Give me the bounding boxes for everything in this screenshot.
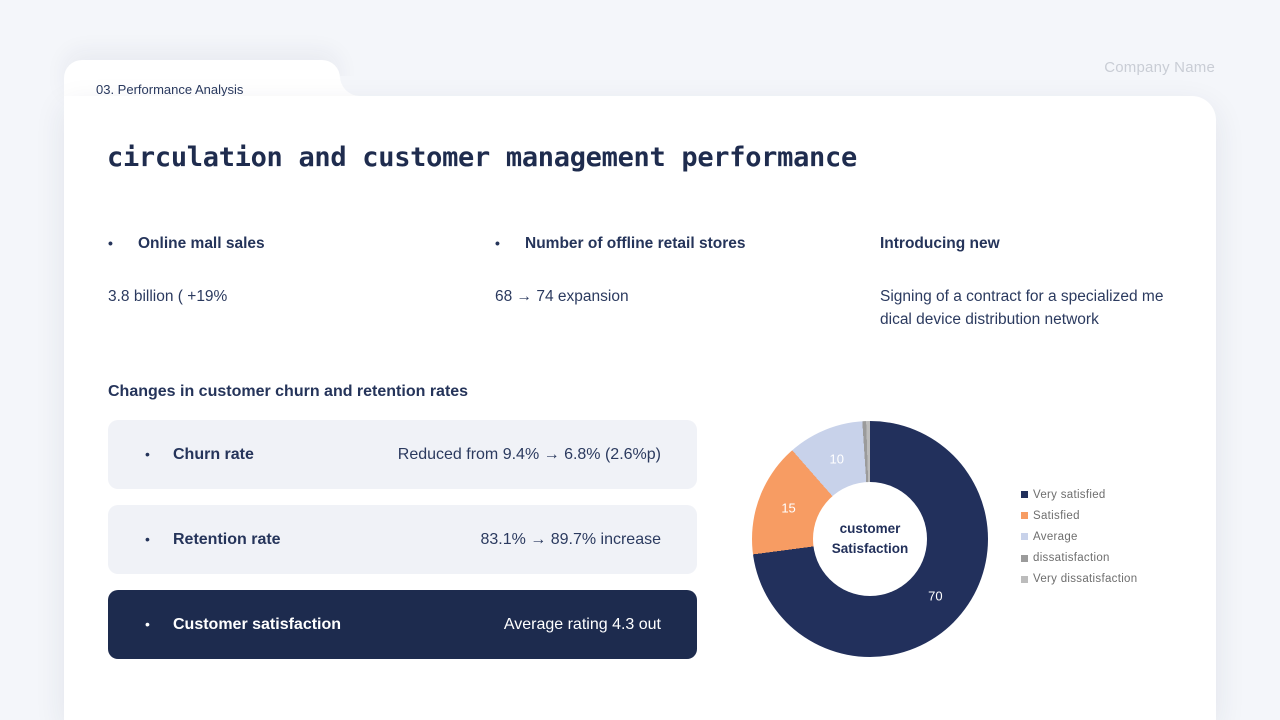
churn-section-heading: Changes in customer churn and retention … [108, 383, 469, 400]
legend-label: Very satisfied [1033, 488, 1106, 501]
stat-value: 68 → 74 expansion [495, 288, 629, 305]
stat-offline-retail-stores: Number of offline retail stores 68 → 74 … [495, 234, 880, 331]
legend-label: Very dissatisfaction [1033, 573, 1138, 586]
legend-marker [1021, 533, 1028, 541]
tab-fillet-curve [340, 76, 360, 96]
row-label: Customer satisfaction [145, 616, 341, 634]
company-name: Company Name [1104, 59, 1215, 76]
content-card: circulation and customer management perf… [64, 96, 1216, 720]
row-label: Retention rate [145, 531, 281, 549]
legend-item: Satisfied [1021, 505, 1137, 526]
donut-center-label-line1: customer [839, 521, 901, 536]
donut-data-label: 10 [829, 451, 844, 467]
row-churn-rate: Churn rate Reduced from 9.4% → 6.8% (2.6… [108, 420, 697, 489]
stat-label: Introducing new [880, 235, 1000, 252]
satisfaction-donut-chart: customer Satisfaction 70 15 10 [752, 421, 988, 657]
page-title: circulation and customer management perf… [107, 142, 857, 173]
donut-data-label: 70 [928, 588, 943, 604]
row-customer-satisfaction: Customer satisfaction Average rating 4.3… [108, 590, 697, 659]
stats-row: Online mall sales 3.8 billion ( +19% Num… [108, 234, 1180, 331]
tab-fillet [340, 76, 360, 96]
churn-rows: Churn rate Reduced from 9.4% → 6.8% (2.6… [108, 420, 697, 675]
donut-center-label-line2: Satisfaction [831, 541, 909, 556]
row-label: Churn rate [145, 446, 254, 464]
legend-item: Average [1021, 526, 1137, 547]
legend-marker [1021, 554, 1028, 562]
chart-legend: Very satisfied Satisfied Average dissatisfa… [1021, 484, 1137, 590]
stat-label: Online mall sales [108, 234, 495, 253]
legend-label: Satisfied [1033, 509, 1080, 522]
row-retention-rate: Retention rate 83.1% → 89.7% increase [108, 505, 697, 574]
legend-item: Very dissatisfaction [1021, 569, 1137, 590]
legend-label: dissatisfaction [1033, 552, 1110, 565]
legend-marker [1021, 575, 1028, 583]
stat-value: Signing of a contract for a specialized … [880, 288, 1164, 328]
donut-data-label: 15 [781, 500, 796, 516]
legend-item: Very satisfied [1021, 484, 1137, 505]
row-value: Reduced from 9.4% → 6.8% (2.6%p) [397, 445, 661, 463]
stat-value: 3.8 billion ( +19% [108, 288, 228, 305]
section-tab-label: 03. Performance Analysis [96, 82, 244, 97]
legend-marker [1021, 491, 1028, 499]
legend-marker [1021, 512, 1028, 520]
row-value: Average rating 4.3 out [503, 615, 661, 633]
stat-introducing-new: Introducing new Signing of a contract fo… [880, 234, 1180, 331]
legend-item: dissatisfaction [1021, 548, 1137, 569]
stat-label: Number of offline retail stores [495, 234, 880, 253]
stat-online-mall-sales: Online mall sales 3.8 billion ( +19% [108, 234, 495, 331]
donut-center: customer Satisfaction [813, 482, 927, 596]
row-value: 83.1% → 89.7% increase [480, 530, 661, 548]
legend-label: Average [1033, 530, 1078, 543]
